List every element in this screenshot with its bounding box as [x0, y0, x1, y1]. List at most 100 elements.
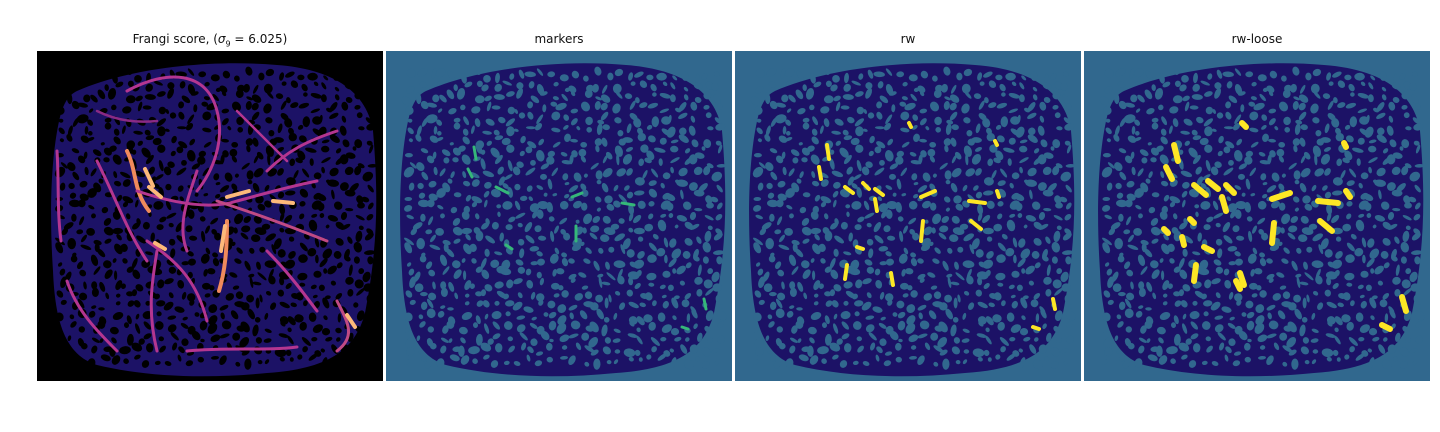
texture-hole: [971, 137, 982, 143]
texture-hole: [813, 280, 821, 291]
texture-hole: [1189, 105, 1199, 110]
texture-hole: [527, 141, 537, 149]
texture-hole: [1377, 280, 1384, 286]
texture-hole: [1350, 300, 1355, 307]
texture-hole: [111, 355, 121, 365]
texture-hole: [367, 256, 374, 265]
texture-hole: [1237, 91, 1246, 96]
texture-hole: [962, 328, 970, 334]
texture-hole: [486, 140, 492, 146]
texture-hole: [697, 264, 702, 276]
texture-hole: [810, 210, 819, 220]
texture-hole: [55, 312, 64, 322]
texture-hole: [1045, 289, 1052, 297]
texture-hole: [506, 279, 514, 289]
texture-hole: [248, 273, 255, 278]
texture-hole: [1130, 94, 1138, 103]
texture-hole: [791, 325, 798, 334]
texture-hole: [1022, 295, 1029, 300]
texture-hole: [1104, 347, 1113, 357]
texture-hole: [781, 94, 789, 103]
texture-hole: [547, 150, 556, 158]
texture-hole: [1065, 256, 1072, 265]
texture-hole: [651, 168, 659, 178]
texture-hole: [595, 96, 602, 101]
texture-hole: [506, 91, 515, 97]
texture-hole: [561, 257, 569, 267]
texture-hole: [767, 314, 773, 320]
texture-hole: [243, 83, 250, 93]
texture-hole: [1334, 316, 1343, 326]
texture-hole: [693, 255, 700, 262]
texture-hole: [491, 105, 501, 110]
texture-hole: [205, 247, 211, 255]
texture-hole: [492, 321, 501, 330]
texture-hole: [688, 154, 698, 165]
texture-hole: [971, 238, 980, 250]
texture-hole: [1020, 297, 1028, 309]
texture-hole: [70, 321, 77, 328]
texture-hole: [1249, 282, 1258, 290]
texture-hole: [1281, 75, 1287, 82]
texture-hole: [658, 158, 663, 166]
texture-hole: [1278, 101, 1289, 112]
texture-hole: [616, 168, 627, 177]
texture-hole: [224, 172, 233, 182]
texture-hole: [462, 136, 470, 145]
texture-hole: [713, 93, 721, 106]
texture-hole: [1228, 95, 1238, 104]
texture-hole: [1409, 348, 1418, 354]
texture-hole: [972, 348, 985, 358]
texture-hole: [903, 247, 909, 255]
texture-hole: [707, 268, 714, 275]
texture-hole: [91, 281, 98, 290]
texture-hole: [943, 196, 951, 203]
texture-hole: [236, 116, 244, 126]
texture-hole: [531, 316, 537, 321]
texture-hole: [354, 139, 363, 149]
texture-hole: [164, 128, 170, 132]
texture-hole: [829, 342, 841, 352]
texture-hole: [453, 122, 461, 130]
texture-hole: [187, 68, 195, 76]
texture-hole: [884, 351, 893, 356]
texture-hole: [1399, 347, 1409, 357]
texture-hole: [1127, 234, 1135, 243]
texture-hole: [202, 167, 210, 177]
texture-hole: [82, 68, 88, 79]
texture-hole: [1414, 202, 1421, 210]
texture-hole: [886, 258, 894, 266]
texture-hole: [1266, 333, 1277, 339]
texture-hole: [538, 235, 547, 241]
texture-hole: [1174, 300, 1182, 307]
texture-hole: [103, 260, 112, 269]
texture-hole: [273, 137, 284, 143]
texture-hole: [406, 262, 412, 267]
texture-hole: [210, 74, 220, 82]
texture-hole: [626, 249, 635, 258]
texture-hole: [447, 178, 453, 184]
texture-hole: [252, 324, 259, 337]
texture-hole: [1135, 310, 1143, 318]
texture-hole: [1355, 353, 1365, 361]
texture-hole: [1288, 225, 1298, 233]
texture-hole: [1217, 332, 1226, 341]
texture-hole: [791, 266, 799, 275]
texture-hole: [551, 111, 561, 121]
texture-hole: [934, 116, 942, 126]
texture-hole: [267, 153, 271, 166]
texture-hole: [264, 328, 272, 334]
texture-hole: [219, 196, 226, 202]
texture-hole: [1042, 166, 1052, 176]
texture-hole: [254, 316, 261, 323]
texture-hole: [494, 281, 504, 289]
texture-hole: [1027, 112, 1037, 120]
texture-hole: [561, 345, 568, 350]
texture-hole: [761, 222, 772, 230]
texture-hole: [164, 278, 174, 285]
texture-hole: [432, 94, 440, 103]
texture-hole: [1063, 117, 1071, 124]
texture-hole: [1304, 272, 1314, 281]
texture-hole: [1170, 322, 1177, 328]
texture-hole: [193, 104, 198, 113]
